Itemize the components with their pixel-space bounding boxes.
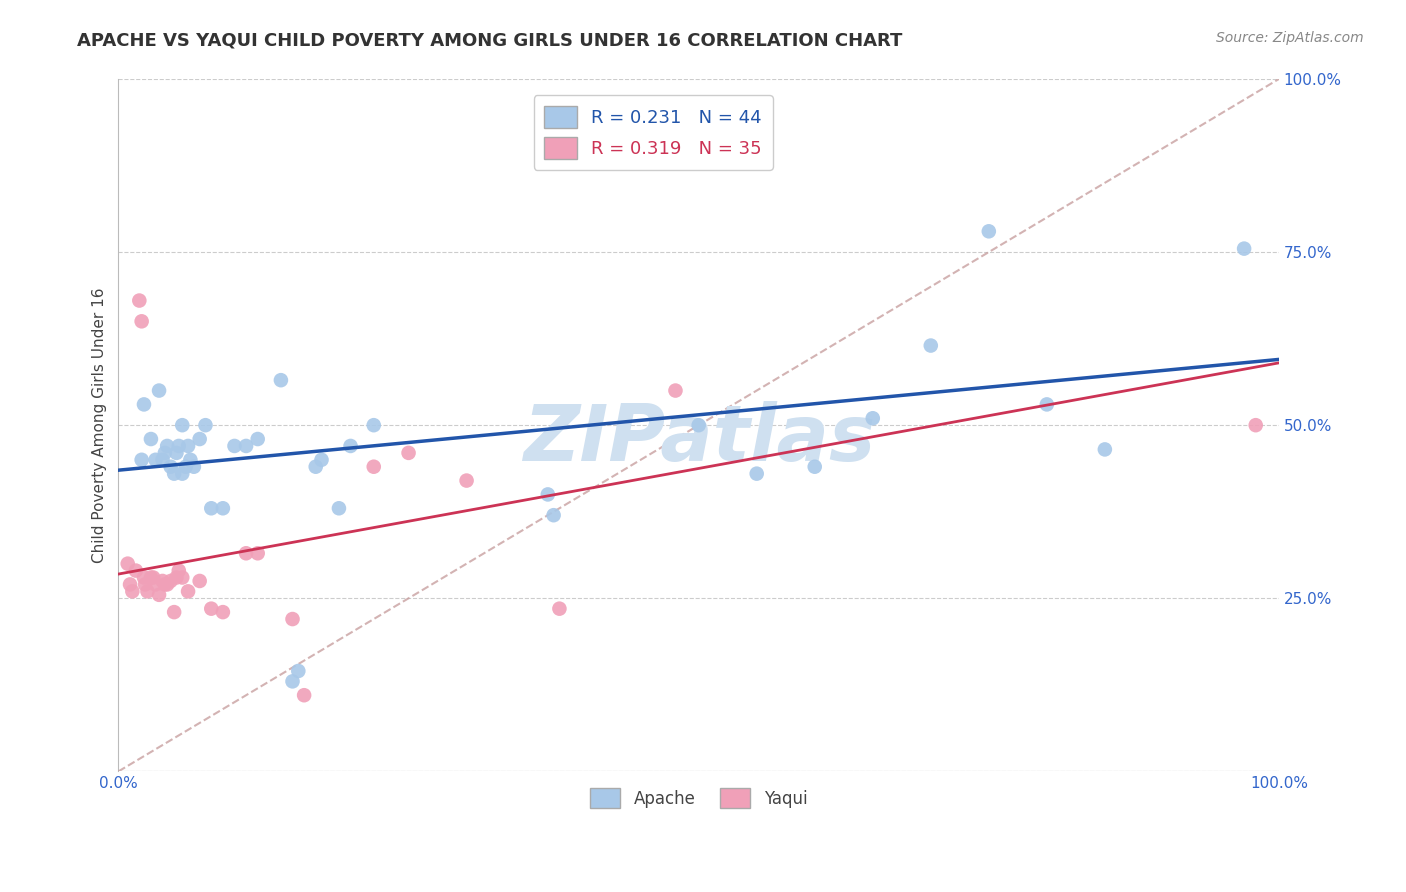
Point (153, 577, 176, 591)
Point (664, 384, 686, 398)
Point (159, 574, 181, 588)
Point (132, 397, 155, 411)
Point (167, 439, 190, 453)
Point (145, 577, 167, 591)
Point (200, 501, 222, 516)
Point (188, 432, 211, 446)
Point (977, 224, 1000, 238)
Point (117, 557, 139, 571)
Point (246, 546, 269, 560)
Point (148, 384, 170, 398)
Point (862, 411, 884, 425)
Point (281, 612, 304, 626)
Point (456, 474, 478, 488)
Point (398, 446, 420, 460)
Point (246, 432, 269, 446)
Point (305, 459, 328, 474)
Point (803, 459, 825, 474)
Point (159, 459, 181, 474)
Point (156, 577, 179, 591)
Point (1244, 418, 1267, 433)
Point (163, 467, 186, 481)
Point (139, 570, 162, 584)
Point (188, 574, 211, 588)
Point (172, 418, 194, 433)
Point (183, 459, 205, 474)
Point (152, 574, 174, 588)
Point (134, 577, 156, 591)
Point (194, 418, 217, 433)
Point (745, 467, 768, 481)
Point (172, 570, 194, 584)
Point (153, 446, 176, 460)
Point (166, 446, 188, 460)
Legend: Apache, Yaqui: Apache, Yaqui (583, 781, 814, 815)
Point (142, 570, 165, 584)
Text: ZIPatlas: ZIPatlas (523, 401, 875, 477)
Point (136, 584, 159, 599)
Point (179, 452, 201, 467)
Point (920, 338, 942, 352)
Point (145, 452, 167, 467)
Point (139, 432, 162, 446)
Point (200, 601, 222, 615)
Point (177, 584, 200, 599)
Y-axis label: Child Poverty Among Girls Under 16: Child Poverty Among Girls Under 16 (93, 287, 107, 563)
Point (166, 570, 188, 584)
Point (131, 314, 153, 328)
Point (235, 439, 257, 453)
Point (177, 439, 200, 453)
Point (270, 373, 292, 387)
Point (212, 501, 235, 516)
Text: Source: ZipAtlas.com: Source: ZipAtlas.com (1216, 31, 1364, 45)
Point (363, 418, 385, 433)
Point (167, 564, 190, 578)
Point (537, 487, 560, 501)
Point (339, 439, 361, 453)
Point (543, 508, 565, 523)
Point (152, 452, 174, 467)
Point (311, 452, 333, 467)
Point (281, 674, 304, 689)
Point (174, 459, 197, 474)
Point (148, 588, 170, 602)
Point (172, 467, 194, 481)
Point (328, 501, 350, 516)
Point (224, 439, 246, 453)
Point (128, 293, 150, 308)
Text: APACHE VS YAQUI CHILD POVERTY AMONG GIRLS UNDER 16 CORRELATION CHART: APACHE VS YAQUI CHILD POVERTY AMONG GIRL… (77, 31, 903, 49)
Point (131, 452, 153, 467)
Point (363, 459, 385, 474)
Point (688, 418, 710, 433)
Point (125, 564, 148, 578)
Point (132, 570, 155, 584)
Point (1036, 397, 1059, 411)
Point (292, 688, 315, 702)
Point (1094, 442, 1116, 457)
Point (1233, 242, 1256, 256)
Point (235, 546, 257, 560)
Point (212, 605, 235, 619)
Point (163, 605, 186, 619)
Point (548, 601, 571, 615)
Point (118, 577, 141, 591)
Point (287, 664, 309, 678)
Point (121, 584, 143, 599)
Point (156, 439, 179, 453)
